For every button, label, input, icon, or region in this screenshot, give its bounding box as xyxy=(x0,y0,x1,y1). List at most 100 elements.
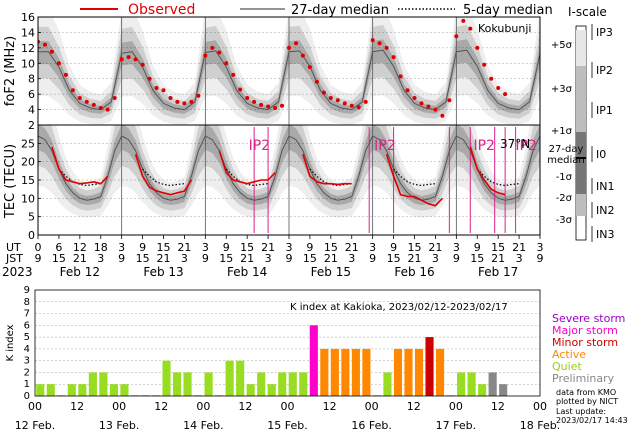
jst-tick-label: 3 xyxy=(516,252,523,265)
iscale-class-label: IP3 xyxy=(596,26,613,39)
y-tick-label: 0 xyxy=(28,229,35,242)
iscale-median-label-2: median xyxy=(547,155,585,166)
median27-line xyxy=(38,49,540,111)
observed-point xyxy=(287,45,291,50)
iscale-bar-inner xyxy=(576,132,586,194)
observed-point xyxy=(259,102,264,107)
k-date-tick-label: 18 Feb. xyxy=(520,419,560,432)
ut-tick-label: 3 xyxy=(537,241,544,254)
observed-point xyxy=(363,99,368,104)
k-index-bar xyxy=(257,372,266,396)
tec-y-axis-label: TEC (TECU) xyxy=(3,144,18,219)
jst-tick-label: 3 xyxy=(265,252,272,265)
storm-markers: IP2 IP2 IP2 IP2 xyxy=(249,127,537,233)
jst-tick-label: 3 xyxy=(432,252,439,265)
k-index-bar xyxy=(362,348,371,396)
observed-point xyxy=(196,93,201,98)
k-index-grid xyxy=(35,301,540,385)
observed-point xyxy=(273,106,278,110)
k-index-bar xyxy=(99,372,108,396)
day-label: Feb 15 xyxy=(311,265,351,279)
k-index-bar xyxy=(67,384,76,396)
jst-tick-label: 15 xyxy=(219,252,233,265)
jst-tick-label: 15 xyxy=(470,252,484,265)
iscale-legend: I-scale +5σ +3σ +1σ 27-day median -1σ -2… xyxy=(547,5,614,242)
ut-tick-label: 15 xyxy=(408,241,422,254)
ut-tick-label: 15 xyxy=(324,241,338,254)
observed-point xyxy=(182,101,187,106)
storm-marker-label: IP2 xyxy=(473,138,494,154)
observed-line xyxy=(385,154,443,207)
k-date-tick-label: 13 Feb. xyxy=(99,419,139,432)
y-tick-label: 14 xyxy=(21,26,35,39)
k-y-tick-label: 3 xyxy=(24,356,30,367)
k-hour-tick-label: 00 xyxy=(281,400,295,413)
year-label: 2023 xyxy=(2,265,33,279)
k-index-bar xyxy=(120,384,129,396)
jst-tick-label: 9 xyxy=(35,252,42,265)
k-hour-tick-label: 12 xyxy=(154,400,168,413)
observed-point xyxy=(370,38,375,43)
jst-tick-label: 9 xyxy=(537,252,544,265)
median27-line xyxy=(38,135,540,201)
y-tick-label: 10 xyxy=(21,57,35,70)
k-date-tick-label: 16 Feb. xyxy=(351,419,391,432)
k-index-bar xyxy=(341,348,350,396)
k-date-tick-label: 17 Feb. xyxy=(436,419,476,432)
y-tick-label: 4 xyxy=(28,104,35,117)
k-index-bar xyxy=(457,372,466,396)
ut-tick-label: 15 xyxy=(491,241,505,254)
observed-point xyxy=(503,92,508,97)
observed-point xyxy=(328,96,333,100)
k-y-tick-label: 4 xyxy=(24,344,30,355)
last-update-value: 2023/02/17 14:43 UT xyxy=(556,416,630,425)
last-update-label: Last update: xyxy=(556,407,606,416)
ut-tick-label: 21 xyxy=(345,241,359,254)
day-label: Feb 16 xyxy=(394,265,434,279)
observed-point xyxy=(84,99,89,104)
ut-tick-label: 3 xyxy=(118,241,125,254)
iscale-classes: IP3 IP2 IP1 I0 IN1 IN2 IN3 xyxy=(591,24,614,242)
k-index-bar xyxy=(393,348,403,396)
observed-point xyxy=(475,45,480,50)
ut-tick-label: 9 xyxy=(139,241,146,254)
observed-point xyxy=(468,26,473,31)
k-y-tick-label: 9 xyxy=(24,285,30,296)
k-index-bar xyxy=(288,372,297,396)
k-index-bar xyxy=(330,348,339,396)
fof2-y-axis-label: foF2 (MHz) xyxy=(3,36,18,106)
observed-point xyxy=(321,90,326,95)
k-y-tick-label: 8 xyxy=(24,297,30,308)
iscale-title: I-scale xyxy=(568,5,607,19)
latitude-label: 37°N xyxy=(500,137,530,151)
k-index-bar xyxy=(309,325,318,396)
observed-point xyxy=(49,49,54,54)
ut-tick-label: 0 xyxy=(35,241,42,254)
k-index-bar xyxy=(499,384,508,396)
k-index-bar xyxy=(36,384,45,396)
iscale-level-m3s: -3σ xyxy=(556,215,573,226)
iscale-level-m1s: -1σ xyxy=(556,172,573,183)
ut-tick-label: 21 xyxy=(177,241,191,254)
jst-tick-label: 21 xyxy=(408,252,422,265)
y-tick-label: 20 xyxy=(21,156,35,169)
ut-tick-label: 3 xyxy=(369,241,376,254)
jst-tick-label: 3 xyxy=(348,252,355,265)
observed-point xyxy=(119,57,124,62)
jst-tick-label: 21 xyxy=(491,252,505,265)
storm-marker-label: IP2 xyxy=(249,138,270,154)
ut-tick-label: 21 xyxy=(261,241,275,254)
ut-tick-label: 9 xyxy=(306,241,313,254)
k-index-bar xyxy=(246,384,255,396)
storm-marker-label: IP2 xyxy=(374,138,395,154)
observed-point xyxy=(391,55,396,60)
observed-point xyxy=(175,99,180,104)
observed-point xyxy=(133,57,138,62)
legend-active: Active xyxy=(552,348,586,361)
k-y-tick-label: 6 xyxy=(24,320,30,331)
observed-point xyxy=(377,41,382,46)
observed-point xyxy=(43,42,47,47)
observed-point xyxy=(266,104,271,109)
k-index-bar xyxy=(88,372,97,396)
